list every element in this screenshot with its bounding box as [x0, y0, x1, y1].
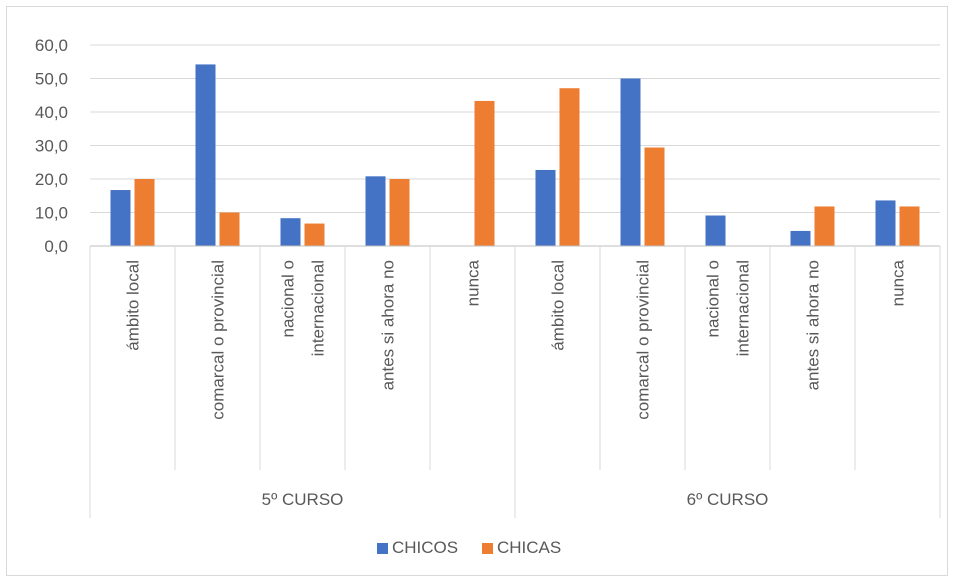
bar-chicos [280, 218, 301, 246]
bar-chicas [899, 206, 920, 246]
y-axis-ticks: 0,0 10,0 20,0 30,0 40,0 50,0 60,0 [35, 36, 68, 256]
legend-swatch [482, 543, 493, 554]
category-label: comarcal o provincial [209, 260, 228, 420]
y-tick-label: 40,0 [35, 103, 68, 122]
category-label: ámbito local [549, 260, 568, 351]
bar-chicos [195, 64, 216, 247]
group-label: 6º CURSO [687, 490, 769, 509]
legend-swatch [377, 543, 388, 554]
y-tick-label: 30,0 [35, 137, 68, 156]
y-tick-label: 0,0 [44, 237, 68, 256]
category-label: nunca [889, 259, 908, 306]
y-tick-label: 10,0 [35, 204, 68, 223]
bar-chicos [875, 200, 896, 246]
bar-chicos [620, 78, 641, 246]
category-labels: ámbito local comarcal o provincial naciona… [124, 259, 908, 419]
bar-chicas [644, 147, 665, 246]
category-label: ámbito local [124, 260, 143, 351]
category-label: antes si ahora no [379, 260, 398, 390]
group-label: 5º CURSO [262, 490, 344, 509]
legend: CHICOS CHICAS [377, 538, 561, 557]
bar-chicas [389, 179, 410, 246]
category-label: nunca [464, 259, 483, 306]
bar-chicas [134, 179, 155, 246]
gridlines [90, 44, 940, 213]
bar-chicas [474, 100, 495, 246]
legend-label: CHICAS [497, 538, 561, 557]
legend-label: CHICOS [392, 538, 458, 557]
y-tick-label: 60,0 [35, 36, 68, 55]
y-tick-label: 50,0 [35, 70, 68, 89]
bar-chicas [219, 212, 240, 246]
bar-chicos [790, 230, 811, 246]
category-label: comarcal o provincial [634, 260, 653, 420]
bar-chicos [110, 190, 131, 246]
category-label: antes si ahora no [804, 260, 823, 390]
x-axis [89, 245, 941, 518]
bar-chicas [559, 88, 580, 246]
bar-chicos [535, 169, 556, 246]
y-tick-label: 20,0 [35, 170, 68, 189]
bar-chicas [304, 223, 325, 246]
group-labels: 5º CURSO 6º CURSO [262, 490, 769, 509]
bar-chicos [705, 215, 726, 246]
bar-chicas [814, 206, 835, 246]
bars [110, 64, 920, 247]
category-label: nacional o internacional [704, 260, 753, 356]
bar-chicos [365, 176, 386, 246]
category-label: nacional o internacional [279, 260, 328, 356]
